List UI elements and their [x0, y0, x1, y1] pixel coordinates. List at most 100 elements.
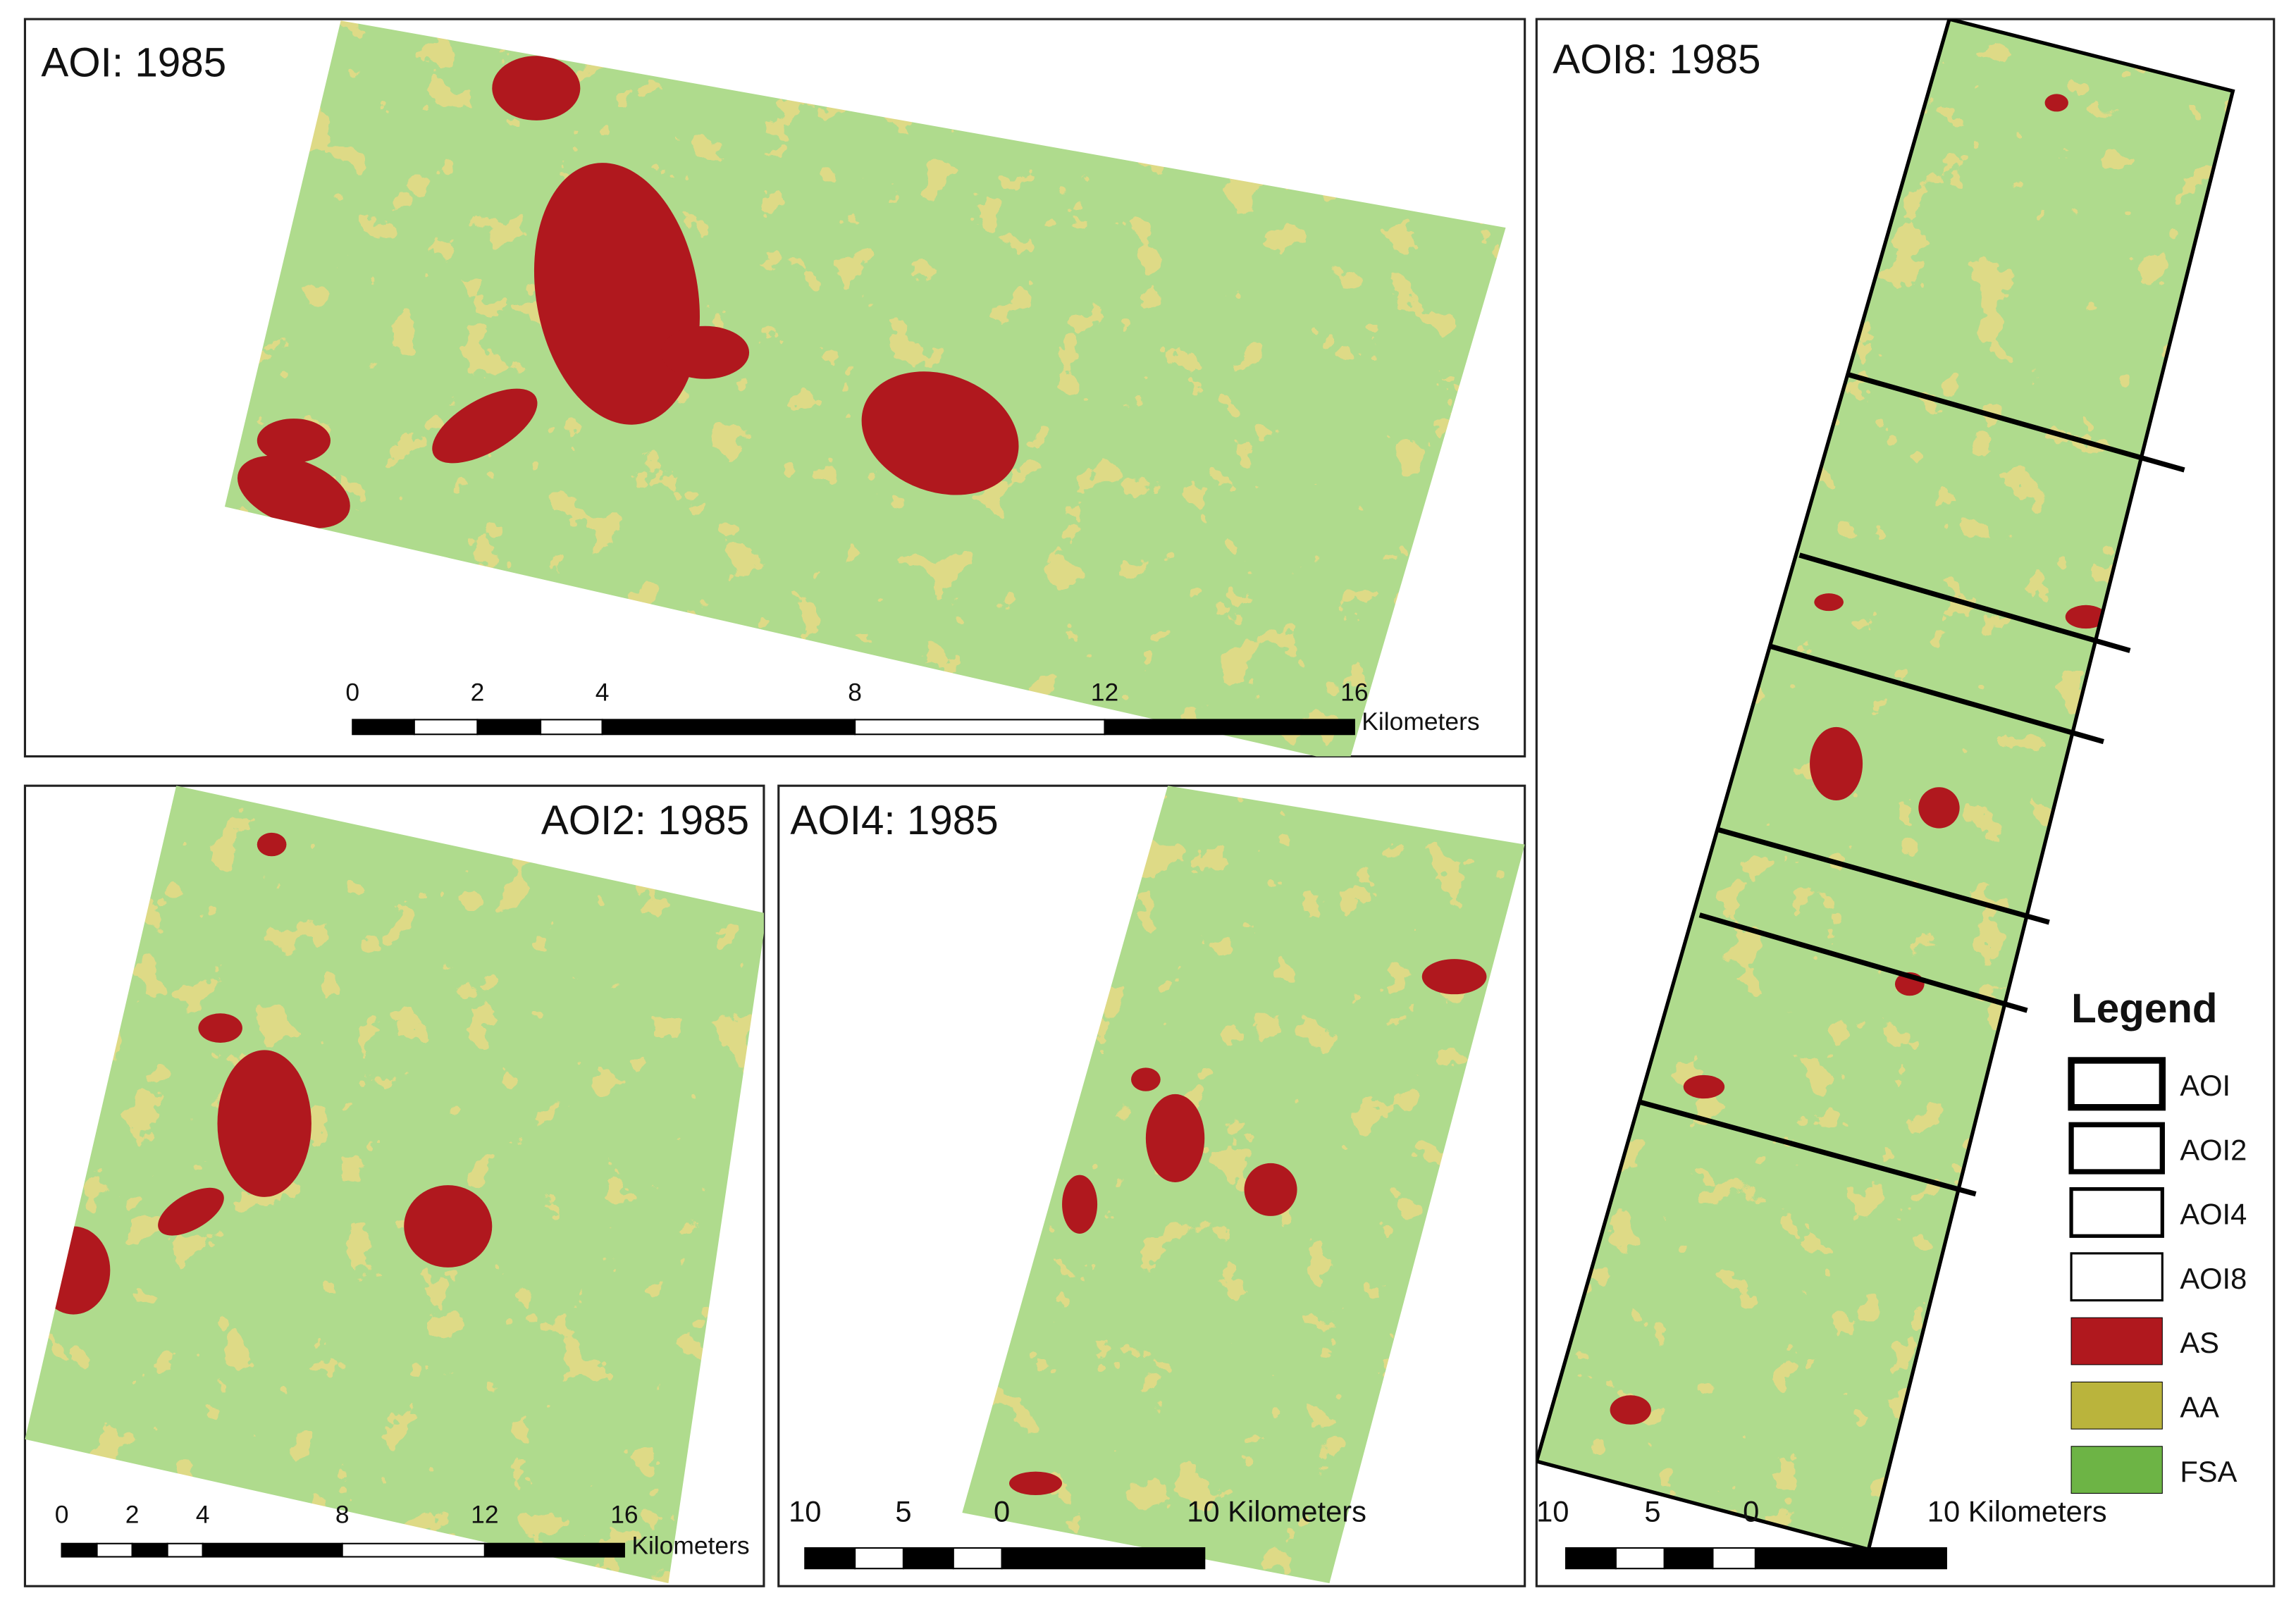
urban-patch	[1421, 959, 1487, 995]
aoi-boundary	[1698, 912, 2028, 1013]
scale-segment	[476, 719, 542, 736]
urban-patch	[1610, 1395, 1651, 1425]
scale-segment	[202, 1542, 343, 1558]
scale-unit: Kilometers	[1362, 707, 1479, 736]
legend-swatch	[2070, 1381, 2163, 1430]
scale-label: 4	[595, 678, 610, 706]
urban-patch	[2044, 94, 2068, 112]
legend-title: Legend	[2071, 986, 2218, 1031]
panel-title: AOI2: 1985	[541, 798, 749, 843]
scale-segment	[352, 719, 415, 736]
scale-label: 4	[196, 1501, 210, 1529]
aoi-boundary	[1798, 552, 2131, 653]
scale-segment	[166, 1542, 204, 1558]
scale-segment	[1001, 1547, 1206, 1570]
legend-label: AA	[2180, 1391, 2219, 1424]
urban-patch	[237, 455, 350, 528]
scale-label: 0	[345, 678, 359, 706]
scale-label: 10	[789, 1495, 821, 1528]
scale-label: 16	[1340, 678, 1368, 706]
aoi-boundary	[1717, 827, 2050, 925]
aoi-boundary	[1847, 372, 2185, 473]
panel-title: AOI8: 1985	[1553, 37, 1760, 82]
panel-title: AOI: 1985	[41, 39, 226, 85]
urban-patch	[198, 1013, 242, 1043]
urban-patch	[661, 326, 750, 379]
urban-patch	[432, 388, 538, 464]
scale-label: 12	[1091, 678, 1118, 706]
scale-segment	[1104, 719, 1355, 736]
scale-segment	[131, 1542, 168, 1558]
scale-label: 2	[125, 1501, 140, 1529]
legend-label: AOI4	[2180, 1198, 2247, 1231]
scale-segment	[952, 1547, 1003, 1570]
scale-segment	[1663, 1547, 1714, 1570]
scale-segment	[601, 719, 856, 736]
scale-segment	[804, 1547, 856, 1570]
scale-segment	[341, 1542, 486, 1558]
urban-patch	[2065, 605, 2107, 629]
urban-patch	[257, 419, 331, 463]
scale-label: 5	[1644, 1495, 1660, 1528]
legend-label: AS	[2180, 1326, 2219, 1359]
scale-segment	[413, 719, 479, 736]
scale-segment	[1712, 1547, 1756, 1570]
urban-patch	[492, 56, 581, 120]
urban-patch	[1131, 1067, 1161, 1091]
scale-label: 5	[895, 1495, 911, 1528]
scale-label: 16	[610, 1501, 638, 1529]
urban-patch	[1918, 787, 1960, 829]
urban-patch	[1810, 726, 1863, 801]
legend-swatch	[2068, 1122, 2165, 1175]
scale-segment	[854, 1547, 904, 1570]
scale-unit: Kilometers	[631, 1531, 749, 1559]
scale-segment	[96, 1542, 133, 1558]
urban-patch	[533, 163, 700, 425]
aoi-boundary	[1769, 643, 2104, 745]
legend-label: FSA	[2180, 1455, 2237, 1488]
scale-label: 2	[471, 678, 485, 706]
scale-label: 8	[335, 1501, 350, 1529]
panel-title: AOI4: 1985	[790, 798, 998, 843]
urban-patch	[1814, 593, 1844, 612]
scale-segment	[1564, 1547, 1617, 1570]
scale-label: 12	[471, 1501, 498, 1529]
urban-patch	[861, 371, 1019, 495]
urban-patch	[158, 1187, 224, 1236]
scale-segment	[483, 1542, 625, 1558]
legend-label: AOI8	[2180, 1262, 2247, 1295]
urban-patch	[1062, 1175, 1098, 1234]
scale-label: 0	[1743, 1495, 1759, 1528]
scale-segment	[1615, 1547, 1665, 1570]
urban-patch	[257, 832, 287, 857]
urban-patch	[1683, 1074, 1725, 1099]
legend-label: AOI	[2180, 1069, 2230, 1102]
scale-segment	[540, 719, 603, 736]
legend-swatch	[2070, 1252, 2164, 1302]
legend-label: AOI2	[2180, 1133, 2247, 1166]
legend-swatch	[2069, 1187, 2164, 1238]
urban-patch	[217, 1050, 311, 1197]
scale-label: 0	[55, 1501, 69, 1529]
scale-label: 0	[994, 1495, 1010, 1528]
legend-swatch	[2068, 1057, 2166, 1111]
scale-segment	[902, 1547, 954, 1570]
scale-label: 10 Kilometers	[1927, 1495, 2107, 1528]
aoi-boundary	[1637, 1098, 1977, 1197]
urban-patch	[1145, 1094, 1205, 1182]
scale-label: 8	[848, 678, 862, 706]
urban-patch	[404, 1185, 493, 1268]
legend-swatch	[2070, 1446, 2163, 1494]
scale-segment	[854, 719, 1106, 736]
scale-segment	[61, 1542, 98, 1558]
scale-label: 10	[1536, 1495, 1569, 1528]
urban-patch	[1009, 1471, 1063, 1495]
scale-label: 10 Kilometers	[1187, 1495, 1366, 1528]
legend-swatch	[2070, 1317, 2163, 1365]
scale-segment	[1754, 1547, 1947, 1570]
urban-patch	[1244, 1163, 1297, 1216]
